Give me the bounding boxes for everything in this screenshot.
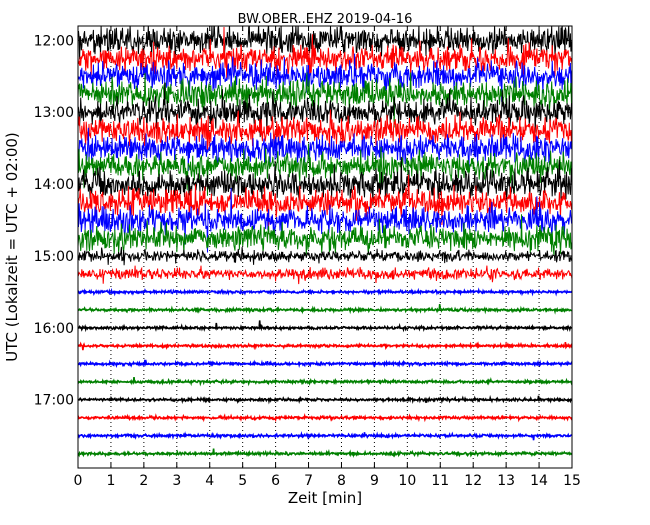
- x-axis-label: Zeit [min]: [288, 489, 362, 507]
- trace-12-15: [78, 26, 572, 79]
- y-tick-label-13-00: 13:00: [34, 105, 74, 121]
- trace-17-15: [78, 412, 572, 423]
- trace-12-30: [78, 53, 572, 102]
- trace-17-00: [78, 394, 572, 405]
- axis-ticks: 0 1 2 3 4 5 6 7 8 9 10 11 12 13 14 1512:0013:0014:0015:…: [34, 26, 581, 489]
- trace-12-00: [78, 26, 572, 61]
- x-tick-label-8: 8: [337, 473, 346, 489]
- x-tick-label-3: 3: [172, 473, 181, 489]
- trace-15-00: [78, 246, 572, 266]
- trace-14-00: [78, 156, 572, 206]
- x-tick-label-7: 7: [304, 473, 313, 489]
- trace-group: [78, 26, 572, 459]
- x-tick-label-0: 0: [74, 473, 83, 489]
- y-tick-label-12-00: 12:00: [34, 33, 74, 49]
- trace-14-45: [78, 214, 572, 256]
- trace-13-00: [78, 82, 572, 138]
- trace-17-45: [78, 448, 572, 459]
- x-tick-label-11: 11: [431, 473, 449, 489]
- plot-frame: [77, 25, 573, 469]
- x-tick-label-13: 13: [497, 473, 515, 489]
- trace-13-45: [78, 143, 572, 196]
- x-tick-label-6: 6: [271, 473, 280, 489]
- trace-16-30: [78, 359, 572, 369]
- trace-13-15: [78, 109, 572, 152]
- trace-15-45: [78, 304, 572, 315]
- y-tick-label-15-00: 15:00: [34, 249, 74, 265]
- x-tick-label-4: 4: [205, 473, 214, 489]
- x-tick-label-2: 2: [139, 473, 148, 489]
- x-tick-label-9: 9: [370, 473, 379, 489]
- x-tick-label-14: 14: [530, 473, 548, 489]
- x-tick-label-12: 12: [464, 473, 482, 489]
- y-axis-label: UTC (Lokalzeit = UTC + 02:00): [3, 132, 21, 362]
- x-tick-label-15: 15: [563, 473, 581, 489]
- trace-15-30: [78, 287, 572, 297]
- chart-title: BW.OBER..EHZ 2019-04-16: [238, 12, 413, 27]
- trace-14-30: [78, 187, 572, 253]
- trace-14-15: [78, 174, 572, 235]
- y-tick-label-14-00: 14:00: [34, 177, 74, 193]
- trace-12-45: [78, 72, 572, 128]
- trace-16-00: [78, 320, 572, 333]
- y-tick-label-16-00: 16:00: [34, 321, 74, 337]
- trace-16-45: [78, 377, 572, 387]
- y-tick-label-17-00: 17:00: [34, 393, 74, 409]
- trace-16-15: [78, 341, 572, 351]
- x-tick-label-5: 5: [238, 473, 247, 489]
- x-tick-label-10: 10: [398, 473, 416, 489]
- x-tick-label-1: 1: [106, 473, 115, 489]
- trace-17-30: [78, 431, 572, 441]
- trace-15-15: [78, 265, 572, 285]
